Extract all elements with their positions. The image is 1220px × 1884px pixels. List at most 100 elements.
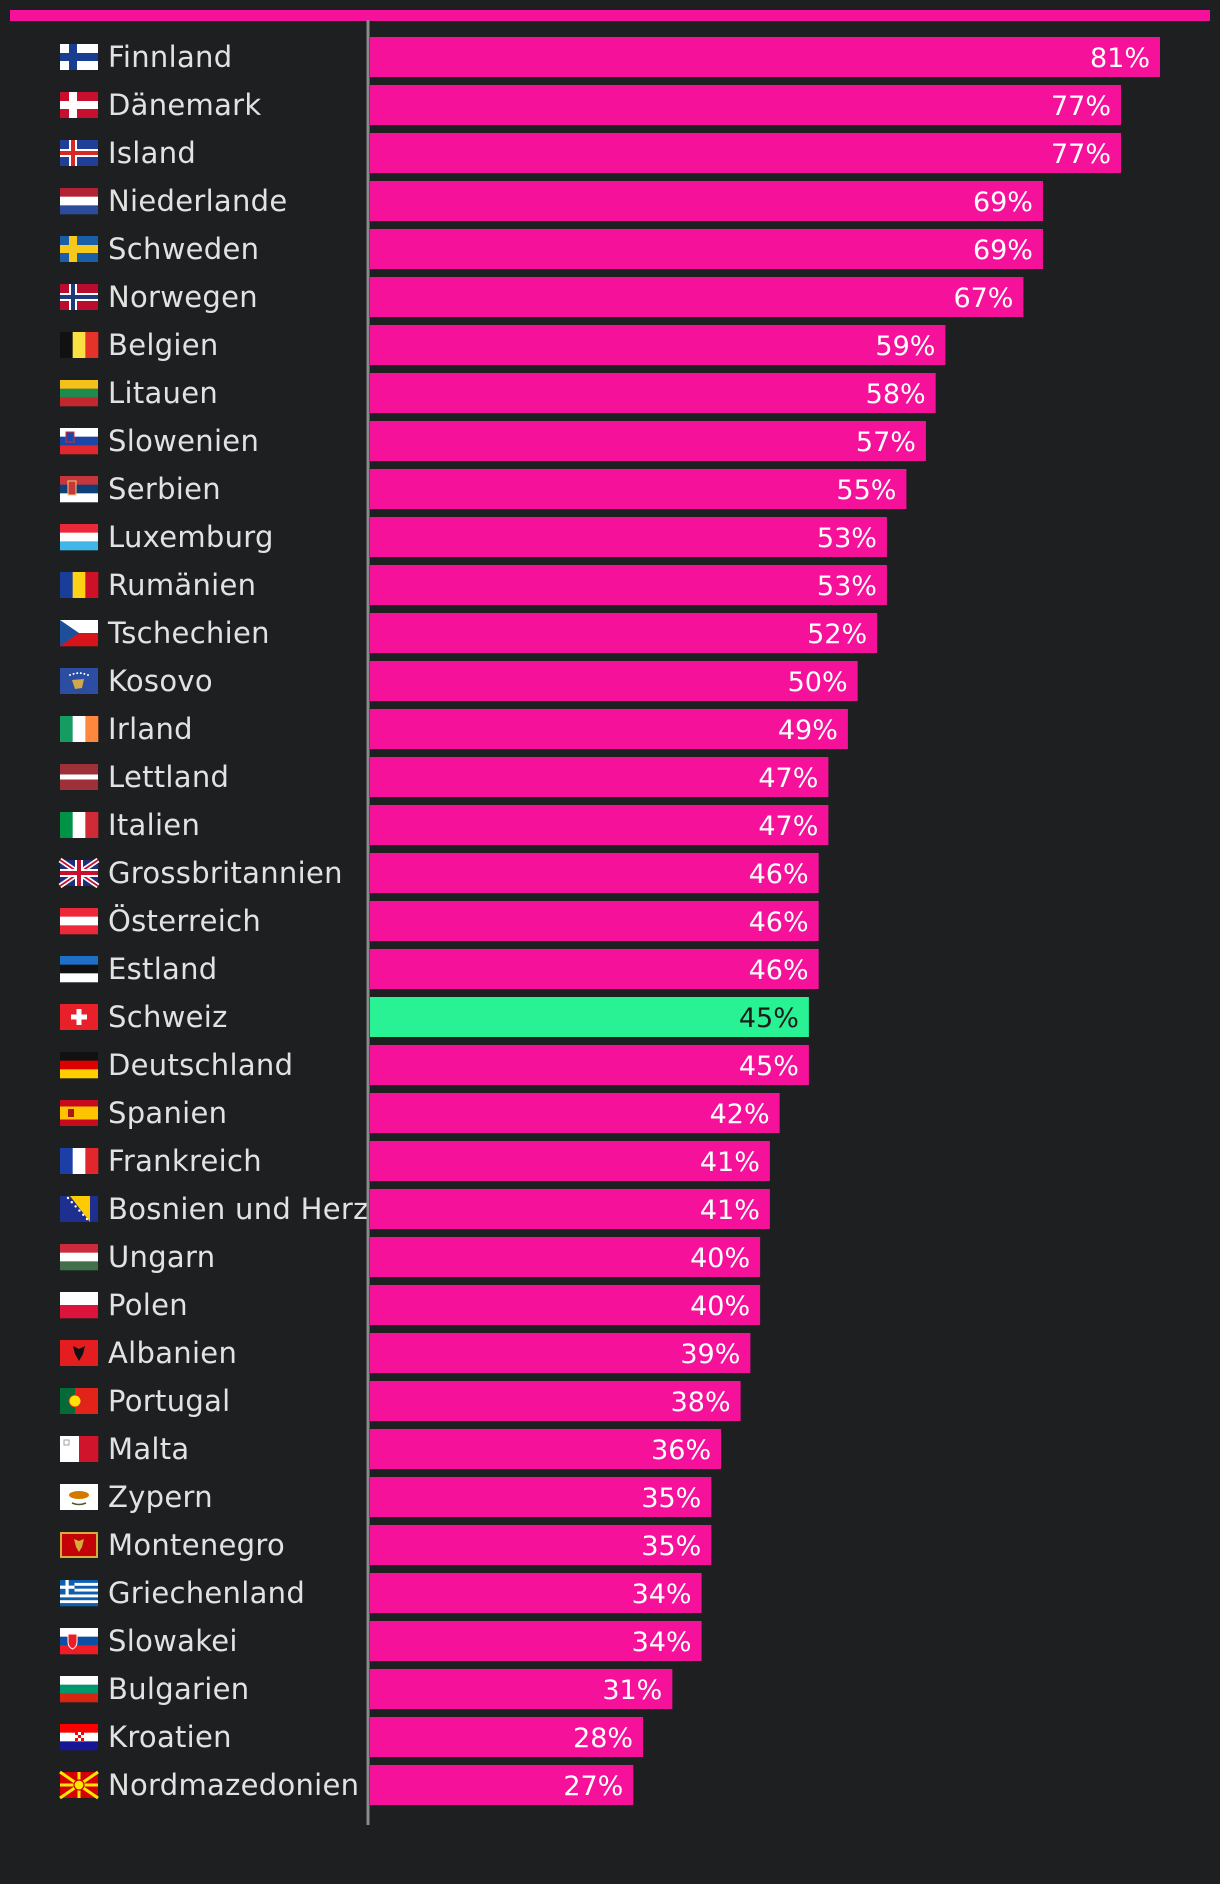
- bar: [370, 661, 858, 701]
- belgium-flag-icon: [60, 332, 99, 358]
- poland-flag-icon: [60, 1292, 98, 1319]
- category-label: Luxemburg: [108, 520, 274, 554]
- value-label: 42%: [710, 1099, 770, 1130]
- value-label: 50%: [788, 667, 848, 698]
- value-label: 81%: [1090, 43, 1150, 74]
- hungary-flag-icon: [60, 1244, 98, 1271]
- bar: [370, 1093, 780, 1133]
- chart-row: Estland 46%: [60, 949, 819, 989]
- category-label: Frankreich: [108, 1144, 262, 1178]
- value-label: 45%: [739, 1003, 799, 1034]
- bar: [370, 1525, 712, 1565]
- germany-flag-icon: [60, 1052, 98, 1079]
- bar: [370, 1621, 702, 1661]
- chart-row: Norwegen 67%: [60, 277, 1024, 317]
- bar: [370, 1717, 644, 1757]
- bar: [370, 469, 907, 509]
- category-label: Bosnien und Herz.: [108, 1192, 378, 1226]
- chart-row: Luxemburg 53%: [60, 517, 887, 557]
- value-label: 49%: [778, 715, 838, 746]
- norway-flag-icon: [60, 284, 98, 310]
- bar: [370, 133, 1121, 173]
- bar: [370, 1477, 712, 1517]
- top-accent-line: [10, 10, 1210, 21]
- netherlands-flag-icon: [60, 188, 98, 215]
- value-label: 34%: [632, 1627, 692, 1658]
- latvia-flag-icon: [60, 764, 98, 790]
- category-label: Montenegro: [108, 1528, 285, 1562]
- bar: [370, 1237, 761, 1277]
- spain-flag-icon: [60, 1100, 98, 1126]
- value-label: 27%: [563, 1771, 623, 1802]
- switzerland-flag-icon: [60, 1004, 98, 1030]
- value-label: 45%: [739, 1051, 799, 1082]
- value-label: 34%: [632, 1579, 692, 1610]
- chart-row: Nordmazedonien 27%: [59, 1765, 634, 1805]
- greece-flag-icon: [60, 1580, 98, 1607]
- bar: [370, 181, 1043, 221]
- category-label: Island: [108, 136, 196, 170]
- category-label: Irland: [108, 712, 193, 746]
- croatia-flag-icon: [60, 1724, 98, 1751]
- bar: [370, 421, 926, 461]
- bar: [370, 1333, 751, 1373]
- chart-row: Polen 40%: [60, 1285, 761, 1325]
- chart-row: Zypern 35%: [60, 1477, 712, 1517]
- chart-row: Griechenland 34%: [60, 1573, 702, 1613]
- bar: [370, 949, 819, 989]
- chart-row: Tschechien 52%: [60, 613, 878, 653]
- chart-row: Italien 47%: [60, 805, 829, 845]
- chart-row: Deutschland 45%: [60, 1045, 809, 1085]
- bar: [370, 901, 819, 941]
- category-label: Griechenland: [108, 1576, 305, 1610]
- category-label: Zypern: [108, 1480, 213, 1514]
- romania-flag-icon: [60, 572, 99, 598]
- bar: [370, 1669, 673, 1709]
- chart-row: Serbien 55%: [60, 469, 907, 509]
- bar: [370, 1189, 770, 1229]
- bar-highlighted: [370, 997, 809, 1037]
- value-label: 40%: [690, 1243, 750, 1274]
- north-macedonia-flag-icon: [59, 1770, 99, 1800]
- luxembourg-flag-icon: [60, 524, 98, 551]
- category-label: Slowenien: [108, 424, 259, 458]
- chart-row: Lettland 47%: [60, 757, 829, 797]
- bar: [370, 1573, 702, 1613]
- chart-row: Schweiz 45%: [60, 997, 809, 1037]
- value-label: 57%: [856, 427, 916, 458]
- category-label: Polen: [108, 1288, 188, 1322]
- category-label: Schweden: [108, 232, 259, 266]
- montenegro-flag-icon: [60, 1532, 98, 1558]
- estonia-flag-icon: [60, 956, 98, 983]
- bar: [370, 229, 1043, 269]
- chart-row: Grossbritannien 46%: [58, 853, 819, 893]
- value-label: 53%: [817, 523, 877, 554]
- bar: [370, 1285, 761, 1325]
- serbia-flag-icon: [60, 476, 98, 503]
- bar: [370, 709, 848, 749]
- uk-flag-icon: [58, 857, 100, 889]
- france-flag-icon: [60, 1148, 99, 1174]
- category-label: Slowakei: [108, 1624, 238, 1658]
- category-label: Albanien: [108, 1336, 237, 1370]
- ireland-flag-icon: [60, 716, 99, 742]
- value-label: 59%: [875, 331, 935, 362]
- value-label: 58%: [866, 379, 926, 410]
- category-label: Kroatien: [108, 1720, 232, 1754]
- category-label: Spanien: [108, 1096, 227, 1130]
- chart-row: Bulgarien 31%: [60, 1669, 673, 1709]
- category-label: Kosovo: [108, 664, 213, 698]
- bosnia-flag-icon: [60, 1196, 98, 1222]
- value-label: 31%: [602, 1675, 662, 1706]
- category-label: Lettland: [108, 760, 229, 794]
- bar: [370, 613, 878, 653]
- slovakia-flag-icon: [60, 1628, 98, 1655]
- value-label: 38%: [671, 1387, 731, 1418]
- category-label: Italien: [108, 808, 200, 842]
- bar: [370, 1045, 809, 1085]
- bar: [370, 373, 936, 413]
- slovenia-flag-icon: [60, 428, 98, 455]
- value-label: 77%: [1051, 139, 1111, 170]
- category-label: Estland: [108, 952, 218, 986]
- value-label: 36%: [651, 1435, 711, 1466]
